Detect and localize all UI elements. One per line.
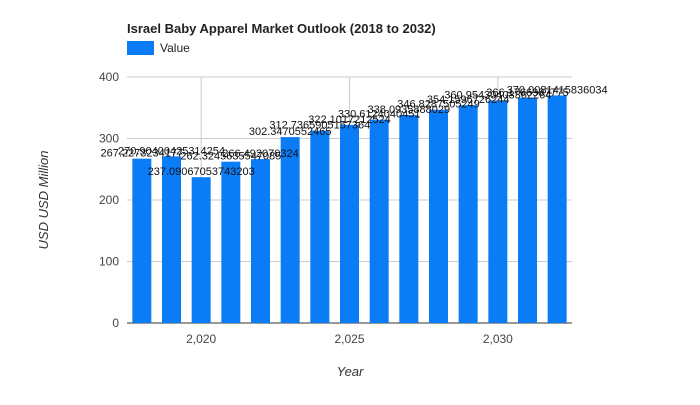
x-tick-labels: 2,020 2,025 2,030 <box>186 332 513 346</box>
y-tick-label: 100 <box>99 255 119 269</box>
x-axis-label: Year <box>337 364 364 379</box>
y-tick-labels: 0 100 200 300 400 <box>99 70 119 330</box>
data-label: 262.3245635547085 <box>180 151 281 163</box>
data-label: 322.1017212524 <box>308 114 391 126</box>
bar <box>251 159 270 323</box>
x-tick-label: 2,025 <box>334 332 364 346</box>
data-label: 346.8287505249 <box>397 99 480 111</box>
bar <box>162 156 181 323</box>
data-label: 330.6124040451 <box>338 109 421 121</box>
bar <box>369 119 389 323</box>
bar <box>488 100 508 324</box>
bar <box>429 109 448 323</box>
x-tick-label: 2,030 <box>483 332 513 346</box>
bar <box>340 124 359 323</box>
bar <box>518 97 537 323</box>
data-label: 267.2273234177 <box>101 148 184 160</box>
y-tick-label: 300 <box>99 132 119 146</box>
y-axis-label: USD USD Million <box>36 151 51 250</box>
data-label: 338.0935888029 <box>368 104 451 116</box>
data-label: 366.1766987775 <box>486 87 569 99</box>
y-tick-label: 400 <box>99 70 119 84</box>
bar <box>547 95 567 323</box>
data-label: 370.0081415836034 <box>507 84 608 96</box>
data-label: 302.3470552465 <box>249 126 332 138</box>
y-tick-label: 0 <box>112 316 119 330</box>
y-tick-label: 200 <box>99 193 119 207</box>
bar <box>132 158 152 323</box>
legend-label-value: Value <box>160 41 190 55</box>
bar <box>280 137 300 323</box>
data-label: 360.95430403362264 <box>444 89 551 101</box>
legend: Value <box>127 41 190 55</box>
bar <box>221 161 241 323</box>
data-label: 266.492070324 <box>222 148 298 160</box>
legend-swatch-value <box>127 41 154 55</box>
x-tick-label: 2,020 <box>186 332 216 346</box>
bars <box>132 95 567 324</box>
bar <box>399 115 419 323</box>
data-label: 237.09067053743203 <box>148 166 255 178</box>
chart-title: Israel Baby Apparel Market Outlook (2018… <box>127 21 436 36</box>
data-label: 354.1596726244 <box>427 94 510 106</box>
bar <box>458 105 478 323</box>
data-label: 270.90400425314254 <box>118 145 225 157</box>
bar <box>191 177 211 323</box>
bar <box>310 130 330 323</box>
data-label: 312.7365905157364 <box>269 120 370 132</box>
